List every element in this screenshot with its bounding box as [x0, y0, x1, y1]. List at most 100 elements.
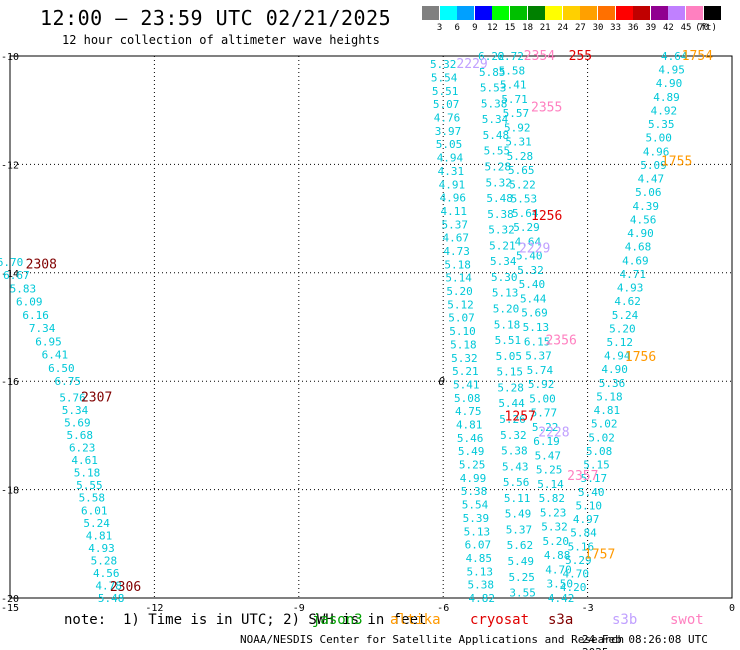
wave-height-value: 5.06: [635, 186, 662, 199]
legend-swatch: [510, 6, 527, 20]
x-tick-label: -3: [582, 603, 594, 614]
wave-height-value: 4.97: [573, 513, 600, 526]
wave-height-value: 4.99: [460, 472, 487, 485]
pass-time-label: 1756: [625, 350, 656, 365]
legend-swatch: [492, 6, 510, 20]
wave-height-value: 4.47: [638, 173, 665, 186]
legend-tick-label: 12: [486, 23, 498, 33]
wave-height-value: 5.82: [539, 492, 566, 505]
wave-height-value: 5.24: [83, 517, 110, 530]
wave-height-value: 6.09: [16, 296, 43, 309]
pass-time-label: 1256: [531, 209, 562, 224]
wave-height-value: 4.92: [651, 104, 678, 117]
wave-height-value: 5.18: [74, 467, 101, 480]
legend-tick-label: 45: [680, 23, 692, 33]
wave-height-value: 5.25: [459, 459, 486, 472]
legend-swatch: [474, 6, 492, 20]
y-tick-label: -20: [1, 594, 19, 605]
legend-tick-label: 18: [522, 23, 534, 33]
wave-height-value: 4.42: [548, 592, 575, 605]
legend-unit: (ft): [695, 23, 717, 33]
wave-height-value: 5.10: [575, 499, 602, 512]
wave-height-value: 5.13: [523, 321, 550, 334]
wave-height-value: 5.43: [502, 460, 529, 473]
wave-height-value: 5.32: [517, 264, 544, 277]
wave-height-value: 5.00: [645, 132, 672, 145]
wave-height-value: 5.32: [488, 224, 515, 237]
wave-height-value: 5.00: [529, 392, 556, 405]
wave-height-value: 6.72: [497, 50, 524, 63]
wave-height-value: 5.07: [448, 312, 475, 325]
wave-height-value: 4.31: [438, 165, 465, 178]
wave-height-value: 5.37: [506, 523, 533, 536]
wave-height-value: 4.89: [653, 91, 680, 104]
wave-height-value: 6.19: [533, 435, 560, 448]
wave-height-value: 5.13: [467, 565, 494, 578]
wave-height-value: 5.13: [492, 287, 519, 300]
wave-height-value: 4.90: [656, 77, 683, 90]
wave-height-value: 5.48: [483, 129, 510, 142]
wave-height-value: 6.01: [81, 504, 108, 517]
wave-height-value: 6.15: [524, 335, 551, 348]
legend-swatch: [545, 6, 563, 20]
pass-time-label: 2306: [110, 580, 141, 595]
wave-height-value: 5.28: [91, 554, 118, 567]
map-marker: θ: [438, 375, 445, 388]
wave-height-value: 5.55: [484, 145, 511, 158]
page-subtitle: 12 hour collection of altimeter wave hei…: [62, 33, 380, 47]
wave-height-value: 5.37: [442, 218, 469, 231]
wave-height-value: 5.38: [501, 445, 528, 458]
wave-height-value: 5.18: [596, 390, 623, 403]
wave-height-value: 5.09: [640, 159, 667, 172]
wave-height-value: 5.56: [503, 476, 530, 489]
wave-height-value: 5.22: [509, 178, 536, 191]
mission-label: s3b: [612, 612, 638, 628]
legend-tick-label: 15: [504, 23, 516, 33]
wave-height-value: 5.23: [540, 506, 567, 519]
wave-height-value: 5.40: [519, 278, 546, 291]
wave-height-value: 5.20: [493, 303, 520, 316]
wave-height-value: 5.35: [648, 118, 675, 131]
wave-height-value: 5.18: [444, 258, 471, 271]
wave-height-value: 5.48: [486, 192, 513, 205]
legend-tick-label: 42: [662, 23, 674, 33]
wave-height-value: 4.90: [601, 363, 628, 376]
pass-time-label: 2354: [524, 49, 555, 64]
wave-height-value: 5.11: [504, 492, 531, 505]
wave-height-value: 5.34: [490, 255, 517, 268]
wave-height-value: 5.28: [497, 381, 524, 394]
legend-swatch: [615, 6, 633, 20]
x-tick-label: -12: [145, 603, 163, 614]
wave-height-value: 4.73: [443, 245, 470, 258]
wave-height-value: 5.26: [499, 413, 526, 426]
map-frame: [9, 55, 733, 599]
wave-height-value: 5.12: [607, 336, 634, 349]
pass-time-label: 2229: [456, 57, 487, 72]
mission-label: jason3: [312, 612, 363, 628]
wave-height-value: 5.28: [507, 150, 534, 163]
legend-swatch: [457, 6, 475, 20]
wave-height-value: 5.40: [578, 486, 605, 499]
wave-height-value: 4.67: [442, 232, 469, 245]
wave-height-value: 5.47: [535, 449, 562, 462]
wave-height-value: 5.32: [430, 58, 457, 71]
wave-height-value: 5.28: [485, 160, 512, 173]
legend-tick-label: 30: [592, 23, 604, 33]
wave-height-value: 5.18: [450, 338, 477, 351]
legend-swatch: [633, 6, 651, 20]
wave-height-value: 5.84: [570, 527, 597, 540]
wave-height-value: 5.71: [501, 93, 528, 106]
wave-height-value: 5.02: [591, 418, 618, 431]
wave-height-value: 5.21: [489, 239, 516, 252]
wave-height-value: 5.31: [505, 136, 532, 149]
x-tick-label: 0: [729, 603, 735, 614]
y-tick-label: -14: [1, 269, 19, 280]
wave-height-value: 5.39: [463, 512, 490, 525]
wave-height-value: 4.75: [455, 405, 482, 418]
wave-height-value: 4.56: [93, 567, 120, 580]
wave-height-value: 5.41: [453, 378, 480, 391]
wave-height-value: 5.92: [504, 121, 531, 134]
wave-height-value: 5.13: [464, 525, 491, 538]
wave-height-value: 5.76: [59, 391, 86, 404]
wave-height-value: 4.81: [456, 418, 483, 431]
